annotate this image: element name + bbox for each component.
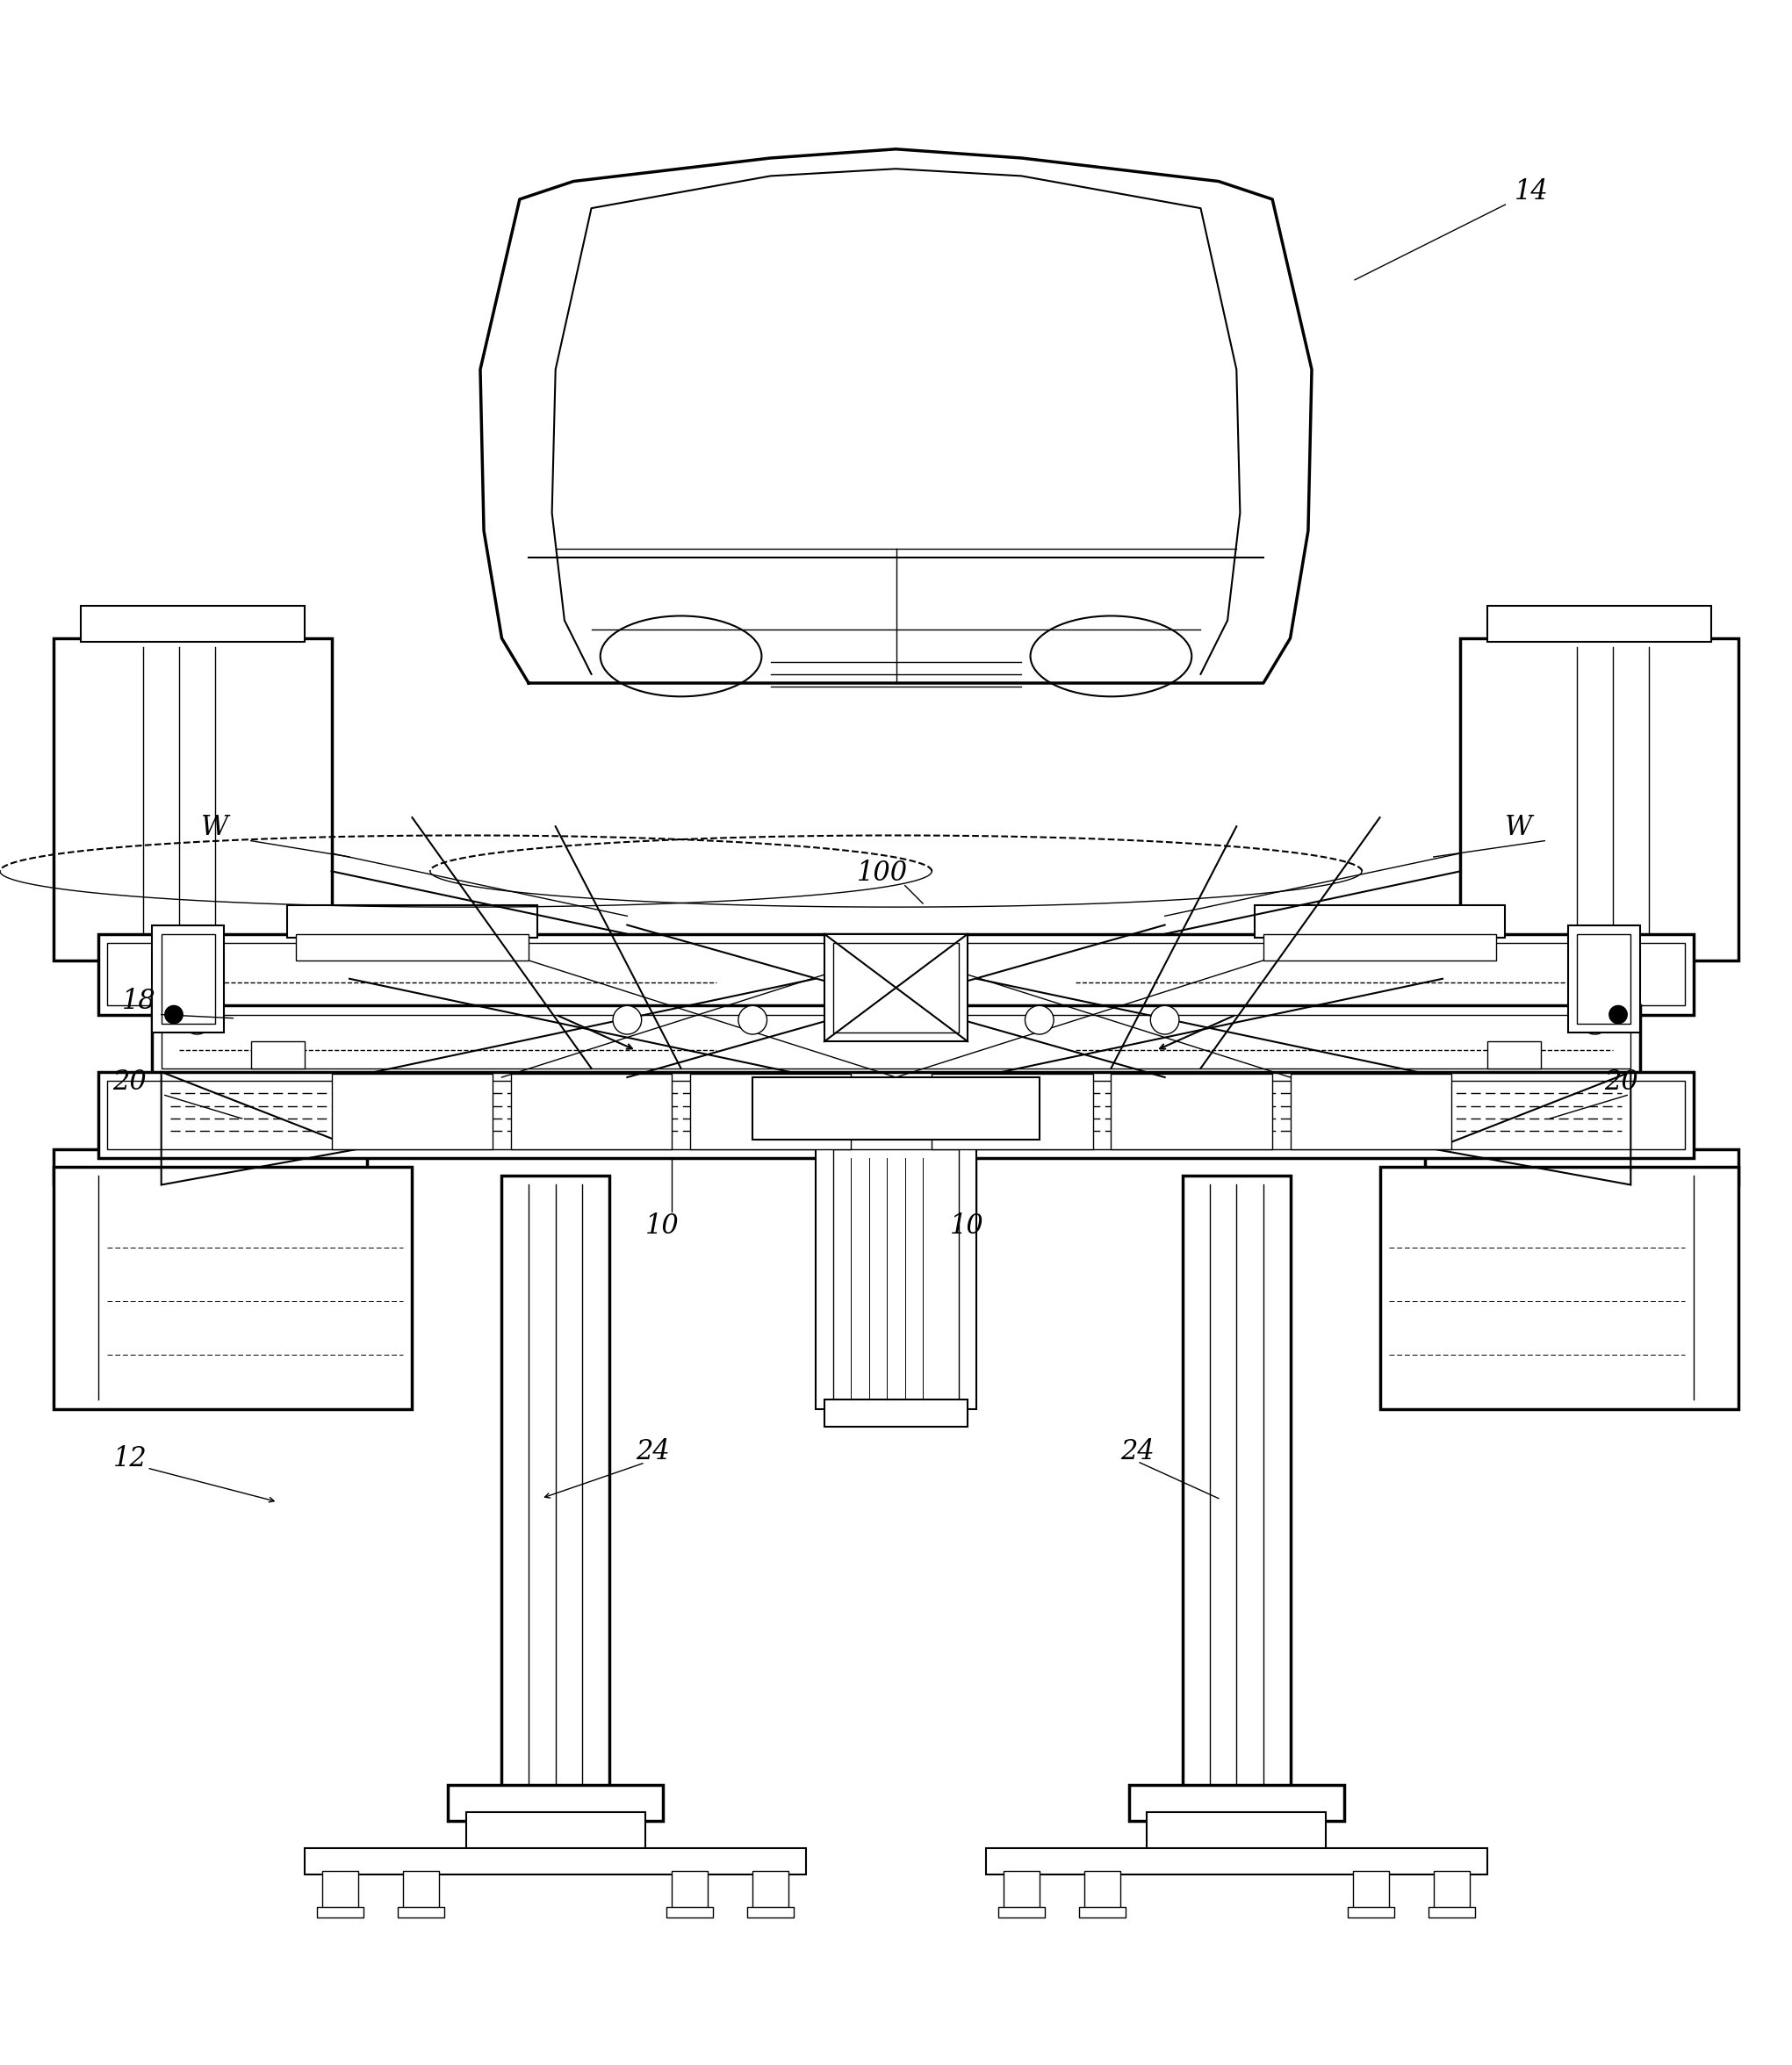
Bar	[1111, 1074, 1272, 1148]
Bar	[305, 1848, 806, 1875]
Bar	[1577, 933, 1631, 1024]
Bar	[296, 933, 529, 960]
Bar	[108, 1080, 1684, 1148]
Bar	[1353, 1871, 1389, 1910]
Bar	[690, 1074, 851, 1148]
Bar	[1079, 1906, 1125, 1918]
Bar	[1004, 1871, 1039, 1910]
Bar	[161, 933, 215, 1024]
Bar	[152, 925, 224, 1032]
Bar	[833, 1148, 959, 1400]
Text: W: W	[1505, 814, 1532, 843]
Bar	[667, 1906, 713, 1918]
Bar	[1428, 1906, 1475, 1918]
Bar	[753, 1871, 788, 1910]
Circle shape	[1025, 1006, 1054, 1035]
Text: 100: 100	[857, 859, 907, 886]
Bar	[152, 1006, 1640, 1078]
Text: 20: 20	[113, 1070, 147, 1097]
Bar	[1348, 1906, 1394, 1918]
Circle shape	[1150, 1006, 1179, 1035]
Bar	[448, 1784, 663, 1821]
Bar	[54, 1148, 367, 1185]
Text: 10: 10	[645, 1212, 679, 1239]
Bar	[1263, 933, 1496, 960]
Bar	[81, 605, 305, 642]
Circle shape	[613, 1006, 642, 1035]
Bar	[502, 1175, 609, 1794]
Bar	[54, 638, 332, 960]
Bar	[998, 1906, 1045, 1918]
Bar	[1487, 605, 1711, 642]
Text: 12: 12	[113, 1445, 147, 1472]
Bar	[824, 933, 968, 1041]
Bar	[323, 1871, 358, 1910]
Circle shape	[738, 1006, 767, 1035]
Bar	[932, 1074, 1093, 1148]
Bar	[1460, 638, 1738, 960]
Bar	[1084, 1871, 1120, 1910]
Bar	[99, 1072, 1693, 1158]
Bar	[317, 1906, 364, 1918]
Text: 24: 24	[1120, 1437, 1154, 1466]
Bar	[1487, 1041, 1541, 1068]
Bar	[824, 1400, 968, 1427]
Bar	[1254, 904, 1505, 938]
Bar	[1568, 925, 1640, 1032]
Bar	[1183, 1175, 1290, 1794]
Circle shape	[1609, 1006, 1627, 1024]
Bar	[833, 944, 959, 1032]
Bar	[753, 1078, 1039, 1140]
Text: 18: 18	[122, 989, 156, 1016]
Text: 10: 10	[950, 1212, 984, 1239]
Bar	[747, 1906, 794, 1918]
Bar	[1147, 1811, 1326, 1856]
Bar	[511, 1074, 672, 1148]
Bar	[1290, 1074, 1452, 1148]
Bar	[672, 1871, 708, 1910]
Bar	[54, 1167, 412, 1408]
Polygon shape	[480, 149, 1312, 684]
Bar	[1434, 1871, 1469, 1910]
Bar	[108, 944, 1684, 1006]
Bar	[287, 904, 538, 938]
Bar	[1425, 1148, 1738, 1185]
Text: 20: 20	[1604, 1070, 1638, 1097]
Bar	[403, 1871, 439, 1910]
Bar	[1129, 1784, 1344, 1821]
Text: W: W	[201, 814, 228, 843]
Text: 24: 24	[636, 1437, 670, 1466]
Bar	[332, 1074, 493, 1148]
Text: 14: 14	[1514, 178, 1548, 204]
Bar	[398, 1906, 444, 1918]
Circle shape	[165, 1006, 183, 1024]
Bar	[466, 1811, 645, 1856]
Bar	[986, 1848, 1487, 1875]
Bar	[1380, 1167, 1738, 1408]
Bar	[815, 1140, 977, 1408]
Bar	[99, 933, 1693, 1014]
Bar	[251, 1041, 305, 1068]
Bar	[161, 1014, 1631, 1068]
